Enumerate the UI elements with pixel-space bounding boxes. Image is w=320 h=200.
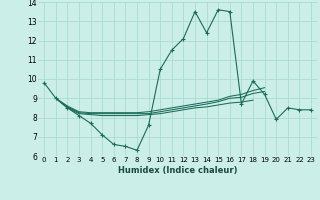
X-axis label: Humidex (Indice chaleur): Humidex (Indice chaleur)	[118, 166, 237, 175]
